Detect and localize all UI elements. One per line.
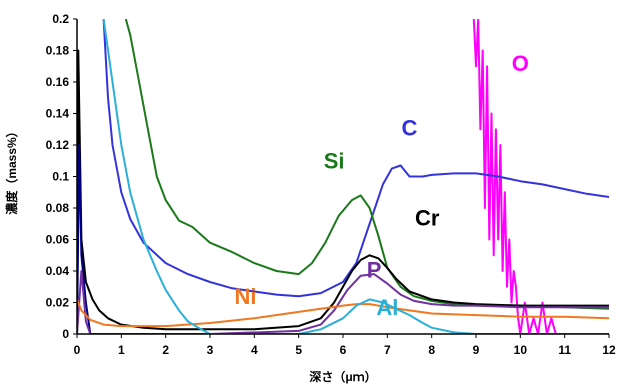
y-tick-label: 0.18 xyxy=(46,44,70,58)
x-tick-label: 9 xyxy=(473,343,480,357)
y-tick-label: 0.08 xyxy=(46,201,70,215)
x-tick-label: 6 xyxy=(340,343,347,357)
x-tick-label: 4 xyxy=(251,343,258,357)
series-label-c: C xyxy=(402,116,418,141)
y-tick-label: 0.1 xyxy=(52,170,69,184)
y-tick-label: 0.06 xyxy=(46,233,70,247)
y-tick-label: 0.14 xyxy=(46,107,70,121)
y-tick-label: 0.02 xyxy=(46,296,70,310)
series-line-ni xyxy=(77,299,609,328)
y-tick-label: 0.04 xyxy=(46,264,70,278)
x-tick-label: 2 xyxy=(162,343,169,357)
series-line-al xyxy=(102,19,609,334)
series-label-cr: Cr xyxy=(415,205,440,230)
x-tick-label: 10 xyxy=(514,343,528,357)
x-tick-label: 1 xyxy=(118,343,125,357)
x-tick-label: 7 xyxy=(384,343,391,357)
series-line-o xyxy=(472,19,609,334)
series-label-o: O xyxy=(512,51,529,76)
plot-series-group xyxy=(77,19,609,334)
y-tick-label: 0.12 xyxy=(46,138,70,152)
series-line-p xyxy=(77,270,609,334)
tick-labels-group: 0 1 2 3 4 5 6 7 8 9 10 11 1200.020.040.060.080.10.12… xyxy=(46,12,616,357)
axes-group xyxy=(73,18,610,338)
x-tick-label: 11 xyxy=(558,343,571,357)
y-axis-label: 濃度（mass%） xyxy=(4,125,19,214)
series-line-si-dark xyxy=(77,144,92,334)
x-axis-label: 深さ（μｍ） xyxy=(309,369,376,384)
series-label-ni: Ni xyxy=(234,284,256,309)
series-labels-group: O C Si Cr P Ni Al xyxy=(234,51,528,320)
x-tick-label: 12 xyxy=(602,343,616,357)
series-label-p: P xyxy=(367,257,382,282)
series-line-c xyxy=(102,19,609,298)
series-line-cr xyxy=(77,49,609,334)
y-tick-label: 0.16 xyxy=(46,75,70,89)
y-tick-label: 0.2 xyxy=(52,12,69,26)
series-label-si: Si xyxy=(324,149,345,174)
x-tick-label: 5 xyxy=(295,343,302,357)
y-tick-label: 0 xyxy=(62,327,69,341)
x-tick-label: 3 xyxy=(207,343,214,357)
series-line-si xyxy=(124,19,609,310)
series-label-al: Al xyxy=(376,295,398,320)
x-tick-label: 8 xyxy=(428,343,435,357)
x-tick-label: 0 xyxy=(74,343,81,357)
